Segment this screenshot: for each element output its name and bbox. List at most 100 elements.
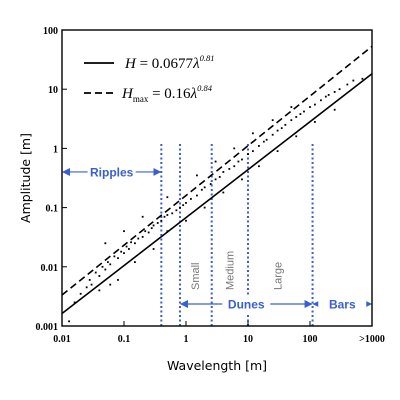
data-point (247, 153, 249, 156)
data-point (295, 116, 298, 118)
data-point (141, 235, 144, 238)
x-tick-label: >1000 (359, 334, 385, 345)
data-point (265, 138, 268, 141)
data-point (228, 168, 231, 170)
data-point (134, 261, 136, 264)
data-point (182, 204, 185, 207)
data-point (241, 158, 243, 161)
data-point (147, 231, 150, 234)
data-point (141, 215, 144, 218)
data-point (109, 263, 112, 266)
region-label-bg (222, 295, 271, 314)
data-point (290, 106, 293, 108)
dune-class-label: Large (273, 262, 285, 290)
y-tick-label: 0.1 (46, 204, 59, 215)
data-point (123, 252, 125, 255)
data-point (185, 219, 187, 222)
data-point (160, 219, 163, 222)
data-point (352, 79, 355, 82)
x-tick-label: 100 (303, 334, 318, 345)
x-tick-label: 0.1 (118, 334, 131, 345)
data-point (98, 289, 101, 292)
data-point (137, 237, 140, 240)
data-point (171, 212, 174, 215)
data-point (241, 178, 243, 181)
data-point (320, 99, 322, 102)
scatter-points (68, 77, 364, 323)
fit-line-mean (61, 73, 373, 315)
data-point (125, 245, 128, 248)
legend-solid-label: H = 0.0677λ0.81 (124, 53, 214, 72)
data-point (163, 215, 166, 218)
data-point (144, 230, 147, 233)
data-point (314, 103, 316, 106)
data-point (222, 191, 225, 194)
data-point (309, 106, 311, 108)
data-point (175, 209, 178, 212)
data-point (324, 95, 327, 98)
data-point (196, 194, 198, 197)
region-label-bg (87, 162, 136, 181)
data-point (73, 301, 76, 304)
data-point (98, 275, 101, 277)
data-point (237, 160, 240, 163)
data-point (107, 261, 109, 264)
data-point (361, 77, 364, 80)
data-point (290, 119, 293, 122)
x-axis-title: Wavelength [m] (167, 358, 267, 373)
y-axis-title: Amplitude [m] (18, 133, 33, 223)
x-tick-label: 0.01 (53, 334, 71, 345)
data-point (233, 147, 236, 150)
plot-frame (61, 29, 373, 327)
data-point (101, 265, 104, 268)
data-point (166, 196, 169, 199)
data-point (156, 222, 159, 224)
region-annotations: Ripples Dunes Bars Small Medium Large (62, 162, 372, 314)
region-label-bg (318, 295, 367, 314)
data-point (262, 140, 265, 143)
data-point (113, 255, 116, 258)
fit-line-max (61, 45, 373, 296)
region-label: Dunes (228, 298, 265, 312)
region-label: Ripples (90, 165, 134, 179)
data-point (68, 320, 70, 323)
y-tick-label: 0.001 (36, 322, 59, 333)
data-point (94, 271, 97, 274)
dune-class-label: Small (190, 262, 202, 290)
data-point (134, 242, 136, 245)
data-point (209, 183, 212, 185)
data-point (150, 227, 153, 230)
fit-lines (61, 45, 373, 315)
data-point (299, 113, 302, 115)
data-point (104, 268, 107, 271)
data-point (218, 176, 221, 178)
x-tick-label: 10 (243, 334, 253, 345)
data-point (233, 165, 236, 168)
legend: H = 0.0677λ0.81 Hmax = 0.16λ0.84 (84, 53, 214, 104)
data-point (214, 178, 217, 181)
boundary-lines (160, 144, 314, 326)
data-point (190, 198, 192, 200)
data-point (271, 119, 274, 122)
data-point (258, 145, 260, 147)
data-point (200, 188, 203, 191)
data-point (123, 230, 125, 233)
data-point (303, 110, 305, 113)
region-label: Bars (329, 298, 356, 312)
data-point (333, 91, 336, 93)
data-point (120, 250, 123, 253)
data-point (166, 214, 169, 216)
data-point (179, 206, 181, 209)
data-point (338, 88, 341, 91)
data-point (152, 248, 155, 250)
data-point (276, 129, 279, 132)
data-point (85, 286, 88, 289)
data-point (327, 94, 330, 96)
y-tick-label: 0.01 (41, 263, 59, 274)
dune-class-label: Medium (224, 251, 236, 290)
data-point (152, 224, 155, 227)
legend-dashed-label: Hmax = 0.16λ0.84 (121, 83, 213, 104)
data-point (79, 292, 82, 295)
data-point (109, 283, 112, 286)
